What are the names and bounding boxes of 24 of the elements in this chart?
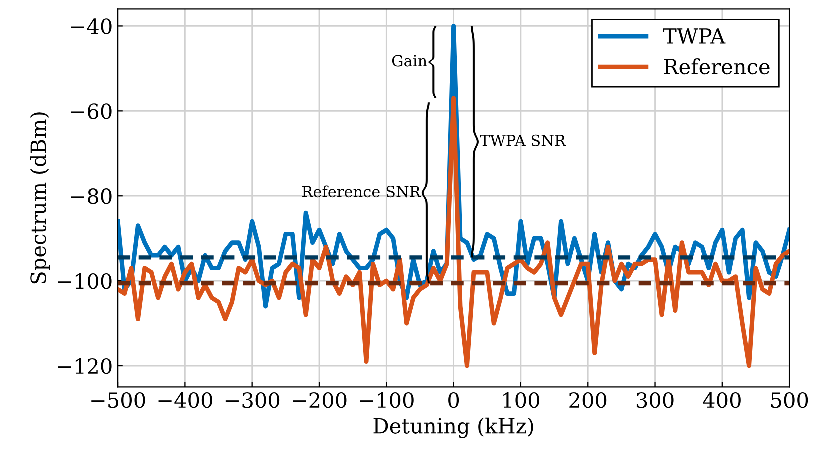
- legend-label: Reference: [664, 58, 770, 75]
- x-tick-label: −200: [293, 392, 347, 408]
- x-tick-label: −500: [92, 392, 146, 408]
- annotation: Gain: [392, 55, 428, 67]
- x-tick-label: 200: [570, 392, 607, 408]
- x-tick-label: −300: [226, 392, 280, 408]
- x-tick-label: −400: [158, 392, 212, 408]
- annotation: Reference SNR: [302, 186, 422, 198]
- y-tick-label: −40: [71, 18, 112, 34]
- annotation: TWPA SNR: [480, 134, 566, 146]
- x-tick-label: 500: [771, 392, 808, 408]
- x-tick-label: 0: [448, 392, 460, 408]
- line-series: [118, 96, 790, 368]
- x-tick-label: 300: [636, 392, 674, 408]
- x-tick-label: 400: [703, 392, 741, 408]
- y-tick-label: −100: [58, 274, 112, 290]
- x-tick-label: 100: [504, 392, 540, 408]
- x-axis-title: Detuning (kHz): [374, 418, 534, 438]
- y-axis-title: Spectrum (dBm): [30, 112, 50, 284]
- legend-label: TWPA: [663, 28, 726, 44]
- y-tick-label: −80: [71, 188, 112, 204]
- x-tick-label: −100: [360, 392, 414, 408]
- y-tick-label: −120: [58, 358, 112, 374]
- y-tick-label: −60: [71, 104, 112, 120]
